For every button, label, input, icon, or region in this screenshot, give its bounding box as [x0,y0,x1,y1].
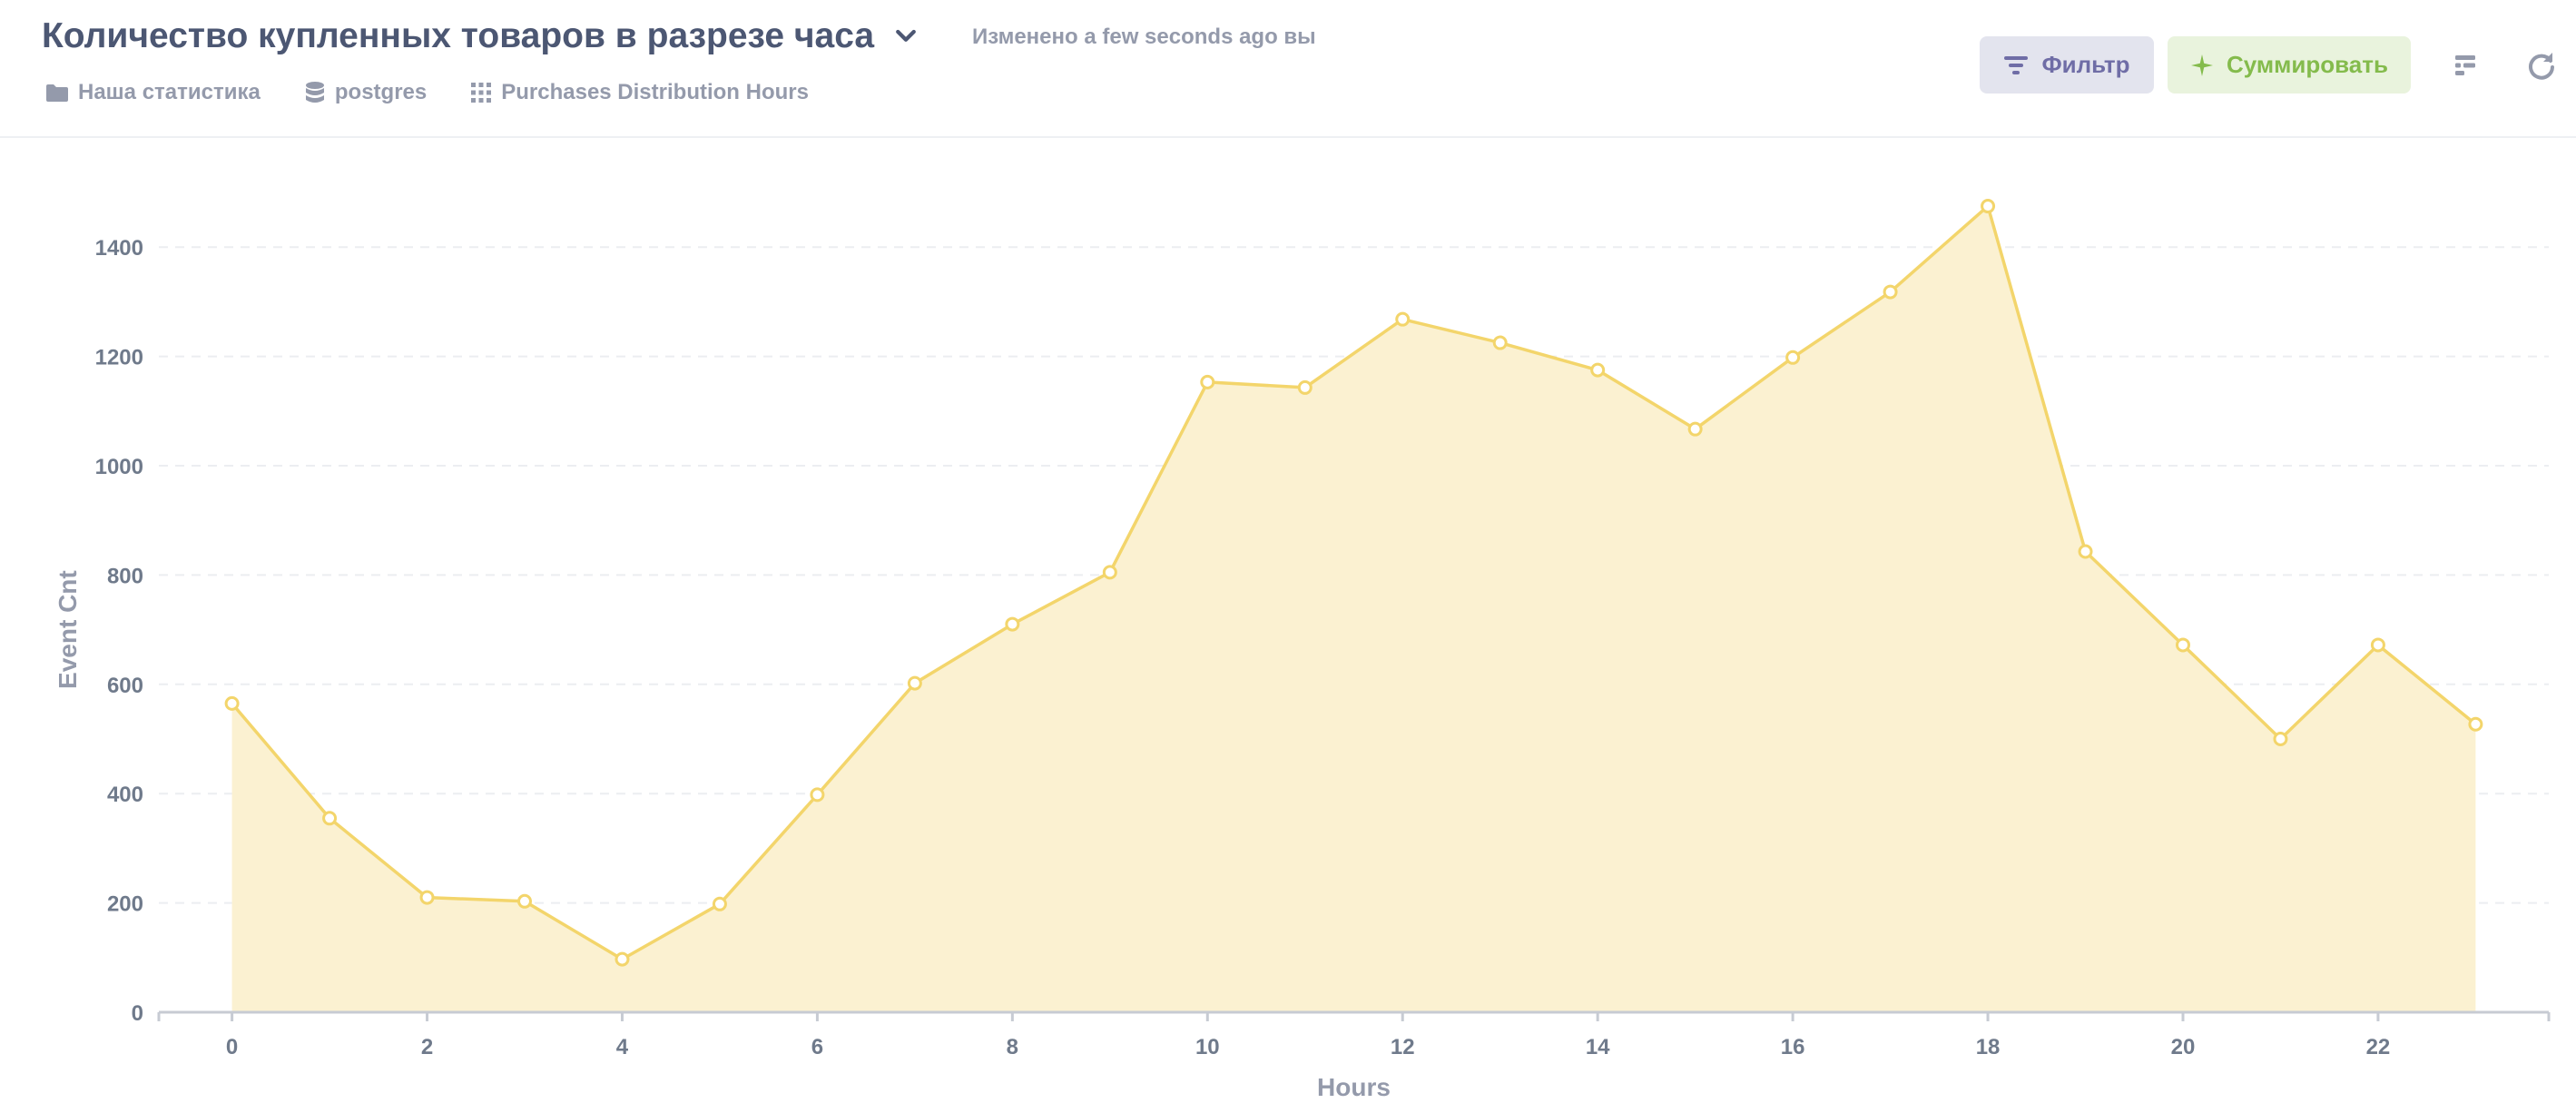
x-axis-ticks: 0 2 4 6 8 10 12 14 16 18 20 22 [157,1012,2551,1059]
y-tick-label: 200 [107,892,143,917]
data-point [517,893,533,909]
data-point [907,675,922,691]
title-row: Количество купленных товаров в разрезе ч… [42,16,919,56]
x-tick-label: 10 [1195,1035,1220,1059]
data-point [810,787,825,803]
data-point [1200,374,1215,389]
breadcrumb-collection[interactable]: Наша статистика [45,80,261,105]
data-point [1981,199,1996,214]
x-tick-label: 14 [1586,1035,1610,1059]
sparkle-icon [2191,54,2214,76]
filter-button-label: Фильтр [2041,51,2130,78]
series-line [231,204,2477,961]
data-point [322,811,338,826]
data-point [1590,362,1606,378]
x-tick-label: 0 [226,1035,238,1059]
y-axis-label: Event Cnt [54,570,82,689]
y-axis-ticks: 0 200 400 600 800 1000 1200 1400 [95,236,143,1026]
x-tick-label: 8 [1007,1035,1018,1059]
data-point [419,890,435,905]
breadcrumb-table[interactable]: Purchases Distribution Hours [470,80,809,105]
breadcrumb-database[interactable]: postgres [304,80,427,105]
data-point [2078,544,2093,559]
breadcrumb-table-label: Purchases Distribution Hours [501,80,809,104]
x-tick-label: 4 [616,1035,629,1059]
grid-icon [471,83,492,103]
refresh-button[interactable] [2523,47,2560,84]
summarize-button[interactable]: Суммировать [2168,36,2411,94]
database-icon [305,82,324,103]
data-point [615,951,630,967]
x-tick-label: 18 [1976,1035,2001,1059]
data-point [224,695,240,711]
breadcrumb-collection-label: Наша статистика [78,80,261,104]
area-chart: 0 2 4 6 8 10 12 14 16 18 20 22 0 200 400 600 800 1000 120… [54,199,2551,1101]
x-tick-label: 2 [421,1035,433,1059]
data-point [2175,637,2190,653]
y-tick-label: 800 [107,564,143,588]
y-tick-label: 1000 [95,455,143,479]
folder-icon [46,84,68,102]
data-point [2468,716,2483,732]
summarize-button-label: Суммировать [2227,51,2388,78]
y-tick-label: 1200 [95,346,143,370]
data-points [224,199,2483,967]
last-edited-text[interactable]: Изменено a few seconds ago вы [972,25,1316,49]
x-tick-label: 16 [1781,1035,1805,1059]
x-tick-label: 20 [2171,1035,2196,1059]
data-point [1297,379,1313,395]
data-point [1687,421,1703,437]
data-point [1492,335,1508,350]
y-tick-label: 600 [107,674,143,698]
question-header: Количество купленных товаров в разрезе ч… [0,0,2576,138]
data-point [712,896,727,911]
breadcrumb-database-label: postgres [334,80,428,104]
refresh-icon [2529,53,2554,80]
data-point [1883,284,1898,300]
y-tick-label: 400 [107,783,143,807]
data-point [1785,350,1801,365]
y-tick-label: 1400 [95,236,143,261]
query-builder-button[interactable] [2449,47,2485,84]
breadcrumb: Наша статистика postgres Purchases Distr… [45,80,809,105]
x-tick-label: 12 [1391,1035,1415,1059]
x-tick-label: 22 [2366,1035,2391,1059]
x-tick-label: 6 [811,1035,823,1059]
data-point [1395,311,1411,327]
data-point [1005,616,1020,632]
data-point [2370,637,2385,653]
y-tick-label: 0 [132,1001,143,1026]
area-fill [231,206,2476,1013]
filter-icon [2004,55,2029,74]
chevron-down-icon[interactable] [892,23,919,50]
filter-button[interactable]: Фильтр [1980,36,2154,94]
notebook-icon [2455,55,2475,75]
data-point [2273,732,2288,746]
x-axis-label: Hours [1317,1073,1391,1101]
page-title[interactable]: Количество купленных товаров в разрезе ч… [42,16,875,55]
data-point [1102,565,1117,580]
